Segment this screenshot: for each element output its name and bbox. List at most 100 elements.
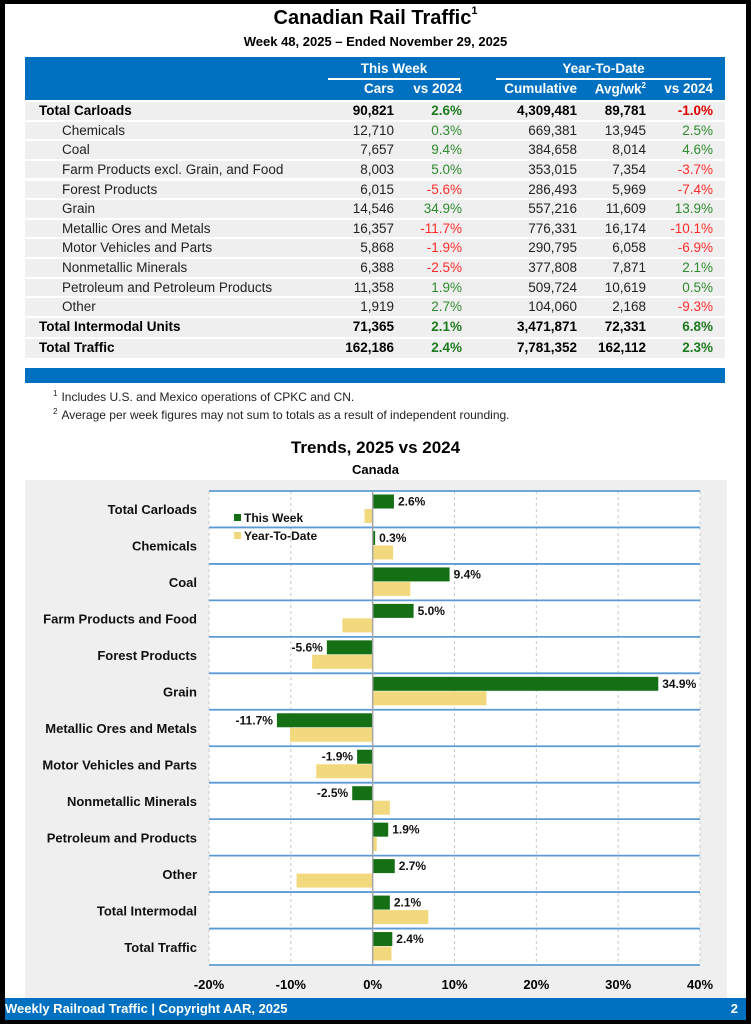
cumulative-value: 4,309,481 <box>516 103 577 118</box>
category-label: Grain <box>163 685 197 700</box>
category-label: Other <box>162 867 197 882</box>
cars-value: 162,186 <box>345 340 394 356</box>
cars-value: 8,003 <box>360 161 394 177</box>
legend-label-this-week: This Week <box>244 511 303 525</box>
col-header-vs-week: vs 2024 <box>413 81 462 96</box>
table-body: Total Carloads 90,821 2.6% 4,309,481 89,781 -… <box>25 102 725 360</box>
row-label: Coal <box>62 142 90 158</box>
data-label: 9.4% <box>454 567 482 581</box>
avg-wk-value: 11,609 <box>605 201 646 217</box>
bar-this-week <box>372 822 389 837</box>
vs-week-value: 0.3% <box>431 122 462 138</box>
row-label: Metallic Ores and Metals <box>62 220 211 236</box>
row-label: Total Intermodal Units <box>39 319 181 335</box>
footnote-text: Average per week figures may not sum to … <box>61 408 510 422</box>
bar-ytd <box>290 727 373 742</box>
vs-ytd-value: 2.5% <box>682 122 713 138</box>
cars-value: 90,821 <box>352 103 394 118</box>
data-label: -5.6% <box>291 640 323 654</box>
bar-ytd <box>316 764 373 779</box>
data-label: 2.7% <box>399 859 427 873</box>
avg-wk-value: 8,014 <box>612 142 646 158</box>
bar-ytd <box>372 910 429 925</box>
x-tick-label: 0% <box>363 977 382 992</box>
data-label: 2.6% <box>398 495 426 509</box>
group-header-this-week: This Week <box>328 61 460 80</box>
category-label: Chemicals <box>132 539 197 554</box>
bar-ytd <box>342 618 373 633</box>
table-row: Coal 7,657 9.4% 384,658 8,014 4.6% <box>25 141 725 159</box>
data-label: -2.5% <box>317 786 349 800</box>
data-label: 0.3% <box>379 531 407 545</box>
vs-week-value: 2.4% <box>431 340 462 356</box>
cumulative-value: 509,724 <box>528 279 577 295</box>
title-text: Canadian Rail Traffic <box>273 7 472 29</box>
x-tick-label: 20% <box>523 977 549 992</box>
vs-week-value: 1.9% <box>431 279 462 295</box>
x-tick-label: -10% <box>276 977 307 992</box>
col-header-cumulative: Cumulative <box>504 81 577 96</box>
bar-ytd <box>372 800 390 815</box>
cumulative-value: 353,015 <box>528 161 577 177</box>
x-tick-label: -20% <box>194 977 225 992</box>
row-label: Motor Vehicles and Parts <box>62 240 213 256</box>
avg-wk-value: 162,112 <box>597 340 646 356</box>
vs-week-value: 5.0% <box>431 161 462 177</box>
page-number: 2 <box>730 1001 738 1016</box>
table-row: Motor Vehicles and Parts 5,868 -1.9% 290,79… <box>25 239 725 257</box>
col-header-avg-wk: Avg/wk2 <box>595 81 646 97</box>
cars-value: 5,868 <box>360 240 394 256</box>
bar-this-week <box>372 567 450 582</box>
vs-ytd-value: 2.3% <box>682 340 713 356</box>
table-row: Total Intermodal Units 71,365 2.1% 3,471,87… <box>25 318 725 338</box>
avg-wk-value: 10,619 <box>604 279 646 295</box>
footer-bar: Weekly Railroad Traffic | Copyright AAR,… <box>5 998 746 1020</box>
category-label: Total Intermodal <box>97 903 197 918</box>
table-row: Total Traffic 162,186 2.4% 7,781,352 162,112… <box>25 339 725 359</box>
table-row: Metallic Ores and Metals 16,357 -11.7% 776,… <box>25 219 725 238</box>
row-label: Chemicals <box>62 122 126 138</box>
cars-value: 12,710 <box>352 122 394 138</box>
bar-ytd <box>372 691 487 706</box>
cumulative-value: 384,658 <box>528 142 577 158</box>
table-row: Forest Products 6,015 -5.6% 286,493 5,969 -7.… <box>25 180 725 199</box>
vs-ytd-value: -7.4% <box>677 181 713 197</box>
bar-ytd <box>296 873 373 888</box>
table-row: Nonmetallic Minerals 6,388 -2.5% 377,808 7,8… <box>25 259 725 277</box>
row-label: Total Traffic <box>39 340 115 356</box>
category-label: Motor Vehicles and Parts <box>42 757 197 772</box>
vs-week-value: 2.6% <box>431 103 462 118</box>
vs-week-value: -5.6% <box>426 181 462 197</box>
cars-value: 16,357 <box>352 220 394 236</box>
category-label: Nonmetallic Minerals <box>67 794 197 809</box>
row-label: Nonmetallic Minerals <box>62 260 188 276</box>
category-label: Petroleum and Products <box>47 830 197 845</box>
vs-week-value: 2.1% <box>431 319 462 335</box>
cars-value: 7,657 <box>360 142 394 158</box>
footer-copyright: Weekly Railroad Traffic | Copyright AAR,… <box>5 1001 288 1016</box>
bar-this-week <box>372 530 376 545</box>
avg-wk-value: 89,781 <box>604 103 646 118</box>
cars-value: 11,358 <box>353 279 394 295</box>
x-tick-label: 10% <box>441 977 467 992</box>
vs-ytd-value: -10.1% <box>670 220 713 236</box>
category-label: Total Traffic <box>124 940 197 955</box>
group-header-ytd: Year-To-Date <box>496 61 711 80</box>
data-label: 1.9% <box>392 823 420 837</box>
bar-ytd <box>372 545 394 560</box>
vs-ytd-value: 2.1% <box>682 260 713 276</box>
data-label: -1.9% <box>322 750 354 764</box>
vs-ytd-value: -3.7% <box>677 161 713 177</box>
cumulative-value: 286,493 <box>528 181 577 197</box>
x-tick-label: 40% <box>687 977 713 992</box>
vs-week-value: 2.7% <box>431 299 462 315</box>
legend-swatch-this-week <box>234 514 241 521</box>
bar-this-week <box>326 640 373 655</box>
avg-wk-value: 72,331 <box>604 319 646 335</box>
bar-this-week <box>372 676 659 691</box>
category-label: Metallic Ores and Metals <box>45 721 197 736</box>
vs-ytd-value: -6.9% <box>677 240 713 256</box>
vs-ytd-value: 6.8% <box>682 319 713 335</box>
category-label: Total Carloads <box>108 502 197 517</box>
row-label: Total Carloads <box>39 103 132 118</box>
